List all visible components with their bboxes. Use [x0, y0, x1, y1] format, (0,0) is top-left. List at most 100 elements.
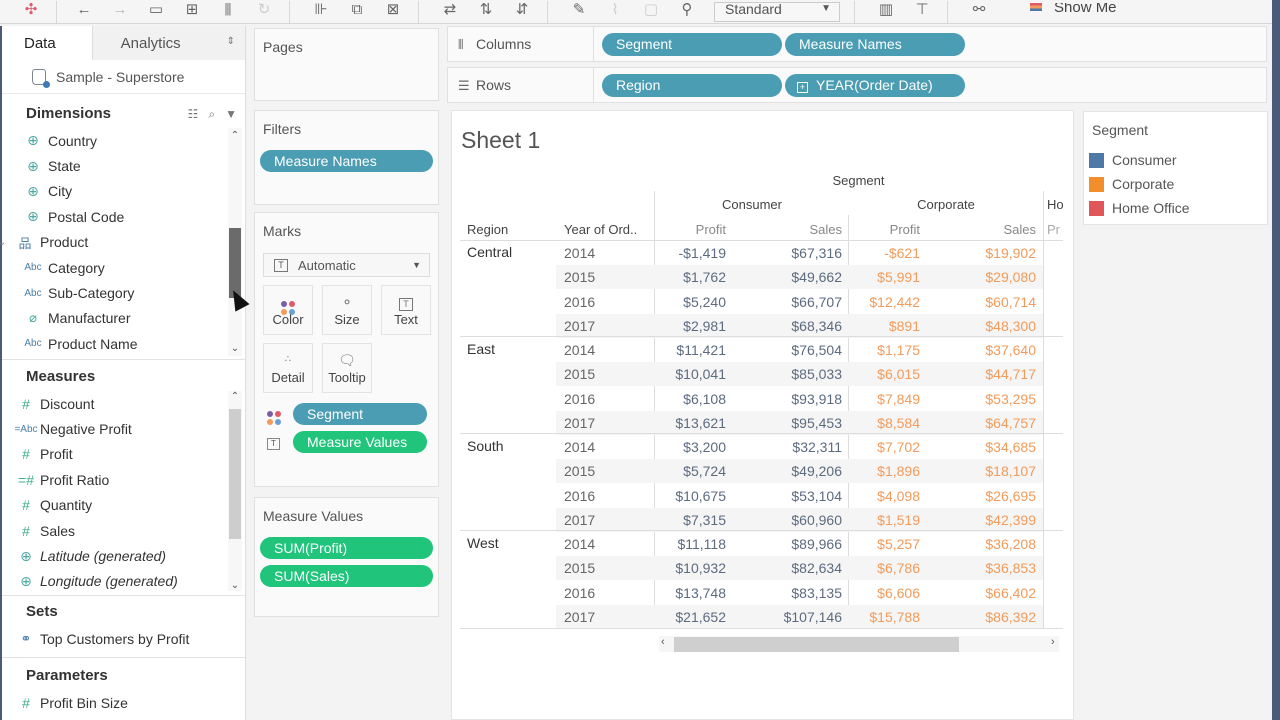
pages-card[interactable]: Pages [254, 28, 439, 101]
consumer-sales-cell[interactable]: $66,707 [791, 293, 842, 310]
field-category[interactable]: Abc Category [2, 255, 245, 280]
consumer-sales-cell[interactable]: $49,662 [791, 269, 842, 286]
fit-select[interactable]: Standard ▼ [714, 1, 840, 22]
field-product-name[interactable]: Abc Product Name [2, 331, 245, 356]
rows-shelf[interactable]: ☰ Rows Region + YEAR(Order Date) [447, 67, 1267, 103]
consumer-profit-cell[interactable]: $10,675 [675, 487, 726, 504]
data-source[interactable]: Sample - Superstore [2, 60, 245, 94]
fix-axes-icon[interactable]: ⚲ [681, 2, 693, 18]
tableau-logo-icon[interactable]: ✣ [24, 2, 38, 18]
corporate-profit-cell[interactable]: $6,786 [877, 560, 920, 577]
highlight-icon[interactable]: ✎ [572, 2, 586, 18]
measure-values-text-pill[interactable]: Measure Values [293, 431, 427, 453]
corporate-sales-cell[interactable]: $60,714 [985, 293, 1036, 310]
tooltip-button[interactable]: 🗨 Tooltip [322, 343, 372, 393]
columns-shelf[interactable]: ⫴ Columns Segment Measure Names [447, 26, 1267, 62]
field-sub-category[interactable]: Abc Sub-Category [2, 280, 245, 305]
measures-scrollbar[interactable]: ⌃ ⌄ [228, 391, 242, 591]
field-postal-code[interactable]: ⊕ Postal Code [2, 204, 245, 229]
field-state[interactable]: ⊕ State [2, 153, 245, 178]
corporate-sales-cell[interactable]: $36,208 [985, 536, 1036, 552]
field-sales[interactable]: # Sales [2, 518, 245, 543]
sum-sales-pill[interactable]: SUM(Sales) [260, 565, 433, 587]
text-button[interactable]: T Text [381, 285, 431, 335]
corporate-sales-cell[interactable]: $64,757 [985, 414, 1036, 431]
consumer-sales-cell[interactable]: $89,966 [791, 536, 842, 552]
sort-descending-icon[interactable]: ⇵ [515, 2, 529, 18]
field-profit-ratio[interactable]: =# Profit Ratio [2, 467, 245, 492]
field-profit-bin-size[interactable]: # Profit Bin Size [2, 690, 245, 715]
corporate-sales-cell[interactable]: $48,300 [985, 317, 1036, 334]
scrollbar-thumb[interactable] [229, 228, 241, 298]
clear-sheet-icon[interactable]: ⊠ [386, 2, 400, 18]
dimensions-scrollbar[interactable]: ⌃ ⌄ [228, 128, 242, 356]
consumer-sales-cell[interactable]: $83,135 [791, 584, 842, 601]
corporate-sales-cell[interactable]: $37,640 [985, 342, 1036, 358]
field-profit[interactable]: # Profit [2, 442, 245, 467]
consumer-profit-cell[interactable]: $13,621 [675, 414, 726, 431]
pause-auto-updates-icon[interactable]: ⫼ [224, 2, 232, 18]
sort-ascending-icon[interactable]: ⇅ [479, 2, 493, 18]
field-country[interactable]: ⊕ Country [2, 128, 245, 153]
corporate-sales-cell[interactable]: $42,399 [985, 511, 1036, 528]
legend-item-consumer[interactable]: Consumer [1084, 148, 1267, 172]
columns-pill-measure-names[interactable]: Measure Names [785, 32, 965, 56]
search-icon[interactable]: ⌕ [208, 107, 216, 121]
rows-pill-year-order-date[interactable]: + YEAR(Order Date) [785, 73, 965, 97]
scroll-down-icon[interactable]: ⌄ [230, 343, 240, 354]
save-icon[interactable]: ▭ [148, 2, 164, 18]
legend-item-corporate[interactable]: Corporate [1084, 172, 1267, 196]
new-data-source-icon[interactable]: ⊞ [185, 2, 199, 18]
detail-button[interactable]: ∴ Detail [263, 343, 313, 393]
segment-color-pill[interactable]: Segment [293, 403, 427, 425]
presentation-mode-icon[interactable]: ⊤ [915, 2, 929, 18]
consumer-profit-cell[interactable]: $10,041 [675, 366, 726, 383]
field-longitude[interactable]: ⊕ Longitude (generated) [2, 569, 245, 594]
tab-data[interactable]: Data [2, 26, 92, 60]
corporate-sales-cell[interactable]: $53,295 [985, 390, 1036, 407]
filter-pill-measure-names[interactable]: Measure Names [260, 150, 433, 172]
consumer-sales-cell[interactable]: $53,104 [791, 487, 842, 504]
expand-plus-icon[interactable]: + [797, 81, 808, 93]
scrollbar-thumb[interactable] [674, 637, 959, 652]
consumer-profit-cell[interactable]: $11,118 [677, 536, 726, 552]
consumer-sales-cell[interactable]: $95,453 [791, 414, 842, 431]
consumer-profit-cell[interactable]: $5,724 [683, 463, 726, 480]
consumer-sales-cell[interactable]: $85,033 [791, 366, 842, 383]
horizontal-scrollbar[interactable]: ‹ › [659, 636, 1059, 652]
field-negative-profit[interactable]: =Abc Negative Profit [2, 416, 245, 441]
swap-rows-columns-icon[interactable]: ⇄ [443, 2, 457, 18]
consumer-profit-cell[interactable]: $1,762 [683, 269, 726, 286]
redo-icon[interactable]: → [112, 2, 128, 18]
consumer-sales-cell[interactable]: $107,146 [783, 608, 842, 625]
corporate-sales-cell[interactable]: $19,902 [985, 245, 1036, 261]
rows-pill-region[interactable]: Region [602, 73, 782, 97]
consumer-profit-cell[interactable]: $3,200 [683, 439, 726, 455]
expand-chevron-icon[interactable]: ⌄ [0, 236, 7, 248]
field-top-customers[interactable]: ⚭ Top Customers by Profit [2, 626, 245, 651]
consumer-profit-cell[interactable]: $5,240 [683, 293, 726, 310]
group-members-icon[interactable]: ⌇ [611, 2, 619, 18]
filters-card[interactable]: Filters Measure Names [254, 110, 439, 205]
corporate-sales-cell[interactable]: $34,685 [985, 439, 1036, 455]
consumer-sales-cell[interactable]: $82,634 [791, 560, 842, 577]
scrollbar-thumb[interactable] [229, 409, 241, 539]
corporate-profit-cell[interactable]: $12,442 [869, 293, 920, 310]
consumer-profit-cell[interactable]: $21,652 [675, 608, 726, 625]
share-icon[interactable]: ⚯ [972, 2, 986, 18]
field-discount[interactable]: # Discount [2, 391, 245, 416]
size-button[interactable]: ⚬ Size [322, 285, 372, 335]
consumer-sales-cell[interactable]: $60,960 [791, 511, 842, 528]
new-worksheet-icon[interactable]: ⊪ [314, 2, 328, 18]
field-product-hierarchy[interactable]: ⌄ 品 Product [0, 230, 245, 255]
scroll-right-icon[interactable]: › [1051, 636, 1055, 648]
scroll-up-icon[interactable]: ⌃ [230, 391, 240, 402]
view-data-icon[interactable]: ☷ [187, 107, 199, 121]
legend-item-home-office[interactable]: Home Office [1084, 196, 1267, 220]
corporate-profit-cell[interactable]: $6,606 [877, 584, 920, 601]
corporate-profit-cell[interactable]: $15,788 [869, 608, 920, 625]
corporate-profit-cell[interactable]: $5,257 [877, 536, 920, 552]
consumer-sales-cell[interactable]: $32,311 [792, 439, 842, 455]
sheet-title[interactable]: Sheet 1 [461, 127, 541, 153]
mark-type-select[interactable]: T Automatic ▼ [263, 253, 430, 277]
